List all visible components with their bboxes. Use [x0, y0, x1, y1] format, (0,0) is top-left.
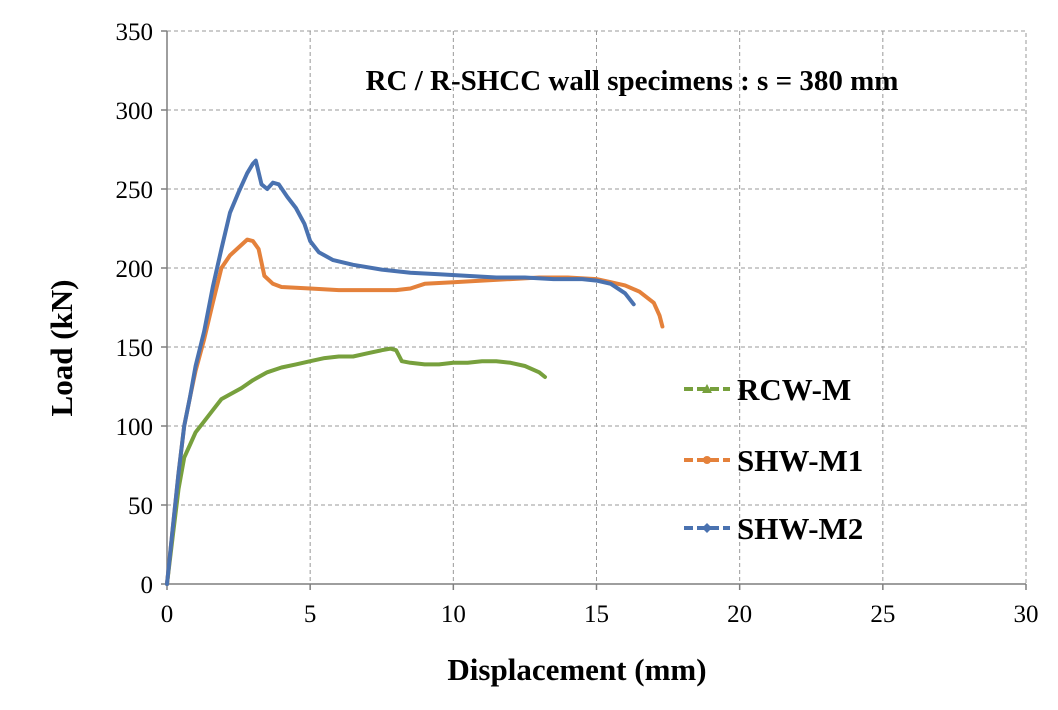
- x-tick-label: 10: [441, 601, 466, 628]
- axes: 0 50 100 150 200 250 300 350 0 5 10 15 20 25 30: [116, 19, 1039, 628]
- y-tick-label: 300: [116, 98, 154, 125]
- x-tick-label: 30: [1014, 601, 1039, 628]
- x-tick-label: 25: [870, 601, 895, 628]
- legend: RCW-M SHW-M1 SHW-M2: [684, 372, 863, 546]
- y-tick-label: 100: [116, 414, 154, 441]
- y-tick-label: 250: [116, 177, 154, 204]
- legend-label: SHW-M2: [737, 511, 863, 546]
- legend-label: SHW-M1: [737, 443, 863, 478]
- legend-marker-icon: [702, 384, 712, 393]
- legend-item-shw-m1: SHW-M1: [684, 443, 863, 478]
- y-tick-label: 50: [128, 493, 153, 520]
- y-tick-label: 0: [141, 572, 154, 599]
- y-tick-label: 350: [116, 19, 154, 46]
- x-tick-label: 0: [161, 601, 174, 628]
- legend-marker-icon: [702, 523, 712, 533]
- legend-label: RCW-M: [737, 372, 851, 407]
- x-axis-title: Displacement (mm): [447, 652, 706, 687]
- series-layer: [165, 158, 665, 586]
- chart-title: RC / R-SHCC wall specimens : s = 380 mm: [366, 65, 899, 97]
- legend-item-shw-m2: SHW-M2: [684, 511, 863, 546]
- x-tick-label: 20: [727, 601, 752, 628]
- series-line-shw-m1: [165, 237, 665, 586]
- grid: [166, 30, 1027, 585]
- y-tick-label: 200: [116, 256, 154, 283]
- legend-item-rcw-m: RCW-M: [684, 372, 851, 407]
- x-tick-label: 5: [304, 601, 317, 628]
- y-axis-title: Load (kN): [44, 280, 79, 417]
- legend-marker-icon: [703, 456, 711, 464]
- x-tick-label: 15: [584, 601, 609, 628]
- series-line-shw-m2: [165, 158, 636, 586]
- y-tick-label: 150: [116, 335, 154, 362]
- series-line-rcw-m: [165, 346, 547, 586]
